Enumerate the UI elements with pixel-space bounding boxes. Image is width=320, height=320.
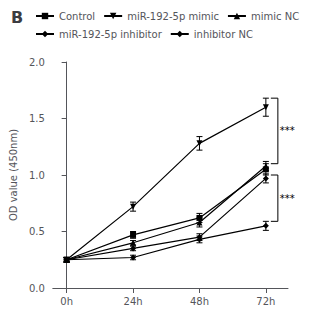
svg-text:mimic NC: mimic NC [251,11,299,22]
svg-text:B: B [11,8,23,27]
svg-text:miR-192-5p mimic: miR-192-5p mimic [127,11,219,22]
svg-text:1.0: 1.0 [29,170,45,181]
svg-text:OD value (450nm): OD value (450nm) [8,129,19,221]
svg-text:inhibitor NC: inhibitor NC [194,29,253,40]
svg-text:0.0: 0.0 [29,283,45,294]
svg-text:72h: 72h [256,296,275,307]
svg-text:***: *** [280,193,295,204]
svg-text:1.5: 1.5 [29,113,45,124]
svg-text:miR-192-5p inhibitor: miR-192-5p inhibitor [59,29,163,40]
svg-text:2.0: 2.0 [29,57,45,68]
svg-text:24h: 24h [124,296,143,307]
svg-text:0h: 0h [60,296,73,307]
svg-text:0.5: 0.5 [29,226,45,237]
svg-text:48h: 48h [190,296,209,307]
svg-text:Control: Control [59,11,95,22]
svg-text:***: *** [280,125,295,136]
